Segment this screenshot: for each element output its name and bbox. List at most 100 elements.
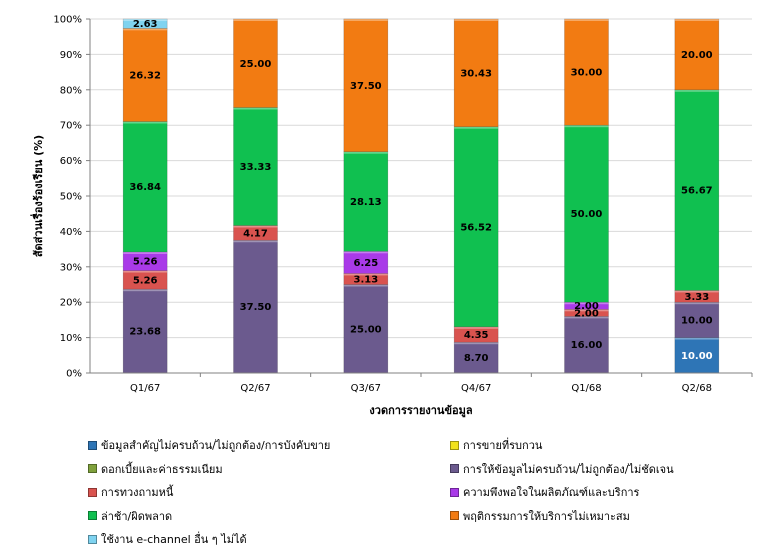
x-tick-label: Q1/67	[130, 383, 160, 394]
data-label: 56.52	[460, 222, 492, 233]
x-tick-label: Q2/67	[240, 383, 270, 394]
bar-segment	[233, 107, 278, 226]
x-axis-title: งวดการรายงานข้อมูล	[369, 404, 472, 418]
bar-segment-highlight	[123, 121, 168, 124]
legend-swatch	[450, 464, 459, 473]
bar-segment-highlight	[123, 270, 168, 273]
data-label: 5.26	[133, 275, 158, 286]
data-label: 37.50	[350, 81, 382, 92]
legend-swatch	[450, 511, 459, 520]
bar-segment-highlight	[454, 126, 499, 129]
bar-segment-highlight	[564, 316, 609, 319]
x-tick-label: Q4/67	[461, 383, 491, 394]
legend-label: การขายที่รบกวน	[463, 439, 543, 452]
bar-segment-highlight	[233, 107, 278, 110]
data-label: 26.32	[129, 70, 161, 81]
bar-segment	[233, 225, 278, 241]
bar-segment	[453, 126, 499, 328]
legend-swatch	[88, 511, 97, 520]
data-label: 6.25	[353, 258, 378, 269]
data-label: 36.84	[129, 182, 161, 193]
bar-segment-highlight	[674, 337, 719, 340]
data-label: 20.00	[681, 50, 713, 61]
bar-segment-highlight	[343, 251, 388, 254]
legend-swatch	[88, 534, 97, 544]
gridlines	[90, 18, 752, 374]
y-tick-label: 20%	[60, 298, 82, 309]
data-label: 2.63	[133, 19, 158, 30]
stacked-bar-chart: 23.68 5.26 5.26 36.84 26.32 2.63 37.50 4.17 33.3…	[30, 15, 753, 418]
y-tick-label: 30%	[60, 262, 82, 273]
bar-segment-highlight	[454, 326, 499, 329]
bar-segment	[233, 239, 278, 374]
y-tick-label: 70%	[60, 121, 82, 132]
legend-label: พฤติกรรมการให้บริการไม่เหมาะสม	[463, 509, 630, 523]
data-label: 2.00	[574, 308, 599, 319]
legend-label: ความพึงพอใจในผลิตภัณฑ์และบริการ	[463, 486, 640, 499]
data-label: 3.13	[353, 274, 378, 285]
legend-label: การให้ข้อมูลไม่ครบถ้วน/ไม่ถูกต้อง/ไม่ชัด…	[463, 462, 674, 476]
legend-item: ข้อมูลสำคัญไม่ครบถ้วน/ไม่ถูกต้อง/การบังค…	[88, 436, 330, 454]
legend-swatch	[450, 440, 459, 450]
bar-segment-highlight	[674, 19, 719, 21]
legend-label: ใช้งาน e-channel อื่น ๆ ไม่ได้	[101, 533, 247, 546]
bar-segment-highlight	[454, 342, 499, 345]
bar-segment-highlight	[454, 19, 499, 21]
bar-segment	[674, 89, 720, 291]
y-tick-label: 50%	[60, 192, 82, 203]
bar-segment-highlight	[343, 18, 388, 21]
y-axis-title: สัดส่วนเรื่องร้องเรียน (%)	[30, 135, 45, 257]
legend-swatch	[88, 464, 97, 473]
x-tick-label: Q3/67	[351, 383, 381, 394]
data-label: 30.00	[571, 68, 603, 79]
legend-item: ล่าช้า/ผิดพลาด	[88, 507, 172, 525]
data-label: 4.35	[464, 330, 489, 341]
bar-segment	[122, 288, 168, 374]
legend-item: การขายที่รบกวน	[450, 436, 542, 454]
bar-segment-highlight	[343, 273, 388, 276]
legend-item: ดอกเบี้ยและค่าธรรมเนียม	[88, 460, 223, 478]
data-label: 25.00	[240, 59, 272, 70]
data-label: 37.50	[240, 302, 272, 313]
bar-segment-highlight	[233, 240, 278, 243]
bar-segment	[233, 18, 278, 108]
bar-segment	[564, 316, 609, 374]
bar-segment-highlight	[564, 309, 609, 312]
legend-swatch	[88, 487, 97, 497]
legend-swatch	[88, 440, 97, 450]
data-label: 30.43	[460, 68, 492, 79]
bar-segment	[122, 121, 168, 253]
data-label: 4.17	[243, 228, 268, 239]
bar-segment-highlight	[233, 19, 278, 21]
legend-item: การให้ข้อมูลไม่ครบถ้วน/ไม่ถูกต้อง/ไม่ชัด…	[450, 460, 674, 478]
bar-segment-highlight	[674, 302, 719, 305]
bar-segment	[453, 326, 499, 343]
y-tick-label: 60%	[60, 156, 82, 167]
legend-swatch	[450, 487, 459, 497]
y-tick-label: 90%	[60, 50, 82, 61]
bar-segment	[453, 18, 499, 128]
bar-segment	[453, 341, 499, 374]
legend-item: พฤติกรรมการให้บริการไม่เหมาะสม	[450, 507, 630, 525]
data-label: 5.26	[133, 257, 158, 268]
data-label: 25.00	[350, 324, 382, 335]
bar-segment	[564, 18, 609, 126]
bar-segment-highlight	[123, 289, 168, 292]
y-tick-label: 40%	[60, 227, 82, 238]
bars: 23.68 5.26 5.26 36.84 26.32 2.63 37.50 4.17 33.3…	[122, 18, 720, 374]
bar-segment-highlight	[674, 290, 719, 293]
bar-segment	[343, 284, 389, 374]
legend-label: ดอกเบี้ยและค่าธรรมเนียม	[101, 462, 223, 476]
x-tick-label: Q1/68	[571, 383, 601, 394]
bar-segment-highlight	[564, 302, 609, 305]
y-axis-ticks: 0% 10% 20% 30% 40% 50% 60% 70% 80% 90% 100%	[53, 15, 90, 380]
data-label: 3.33	[684, 292, 709, 303]
bar-segment	[343, 18, 389, 153]
bar-segment-highlight	[343, 151, 388, 154]
bar-segment-highlight	[233, 225, 278, 228]
bar-segment	[564, 124, 609, 303]
x-tick-label: Q2/68	[682, 383, 712, 394]
bar-segment	[122, 28, 168, 122]
bar-segment	[674, 337, 720, 374]
legend-label: ข้อมูลสำคัญไม่ครบถ้วน/ไม่ถูกต้อง/การบังค…	[101, 439, 331, 452]
